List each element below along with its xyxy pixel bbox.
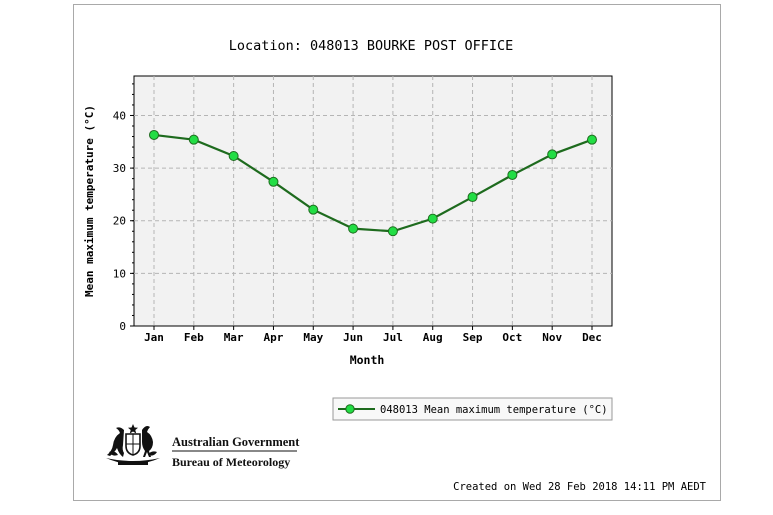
data-point (467, 192, 478, 203)
data-point (149, 129, 159, 140)
x-tick-label: Aug (423, 331, 443, 344)
data-point (268, 176, 279, 187)
x-tick-label: Apr (264, 331, 284, 344)
x-tick-label: Jun (343, 331, 363, 344)
data-point (427, 213, 438, 224)
grid-lines (134, 76, 612, 326)
x-tick-label: Mar (224, 331, 244, 344)
logo-line-2: Bureau of Meteorology (172, 455, 290, 469)
legend-label: 048013 Mean maximum temperature (°C) (380, 404, 608, 416)
data-point (188, 134, 199, 145)
data-point (587, 134, 597, 145)
y-axis-label: Mean maximum temperature (°C) (83, 105, 96, 297)
y-tick-label: 0 (119, 320, 126, 333)
x-tick-label: Feb (184, 331, 204, 344)
x-tick-label: Dec (582, 331, 602, 344)
data-point (507, 169, 518, 180)
australian-government-logo: Australian Government Bureau of Meteorol… (106, 424, 300, 469)
axes: 0 10 20 30 40 Jan Feb Mar Apr May Jun Jul Aug Sep Oct N… (113, 83, 602, 344)
logo-line-1: Australian Government (172, 435, 300, 449)
x-tick-label: Oct (502, 331, 522, 344)
data-point (308, 204, 319, 215)
data-point (387, 226, 398, 237)
coat-of-arms-icon (106, 424, 160, 465)
x-axis-label: Month (350, 353, 385, 367)
series-layer (149, 129, 597, 237)
x-tick-label: Jul (383, 331, 403, 344)
x-tick-label: Jan (144, 331, 164, 344)
chart-title: Location: 048013 BOURKE POST OFFICE (229, 38, 513, 54)
data-point (547, 149, 558, 160)
series-line (153, 133, 593, 233)
data-point (348, 223, 359, 234)
x-tick-label: Nov (542, 331, 562, 344)
y-tick-label: 30 (113, 162, 126, 175)
legend-marker-swatch (345, 404, 355, 414)
y-tick-label: 20 (113, 215, 126, 228)
legend: 048013 Mean maximum temperature (°C) (332, 397, 613, 421)
y-tick-label: 10 (113, 267, 126, 280)
data-point (228, 151, 239, 161)
x-tick-label: May (303, 331, 323, 344)
created-timestamp: Created on Wed 28 Feb 2018 14:11 PM AEDT (453, 481, 707, 493)
y-tick-label: 40 (113, 109, 126, 122)
x-tick-label: Sep (463, 331, 483, 344)
legend-box (332, 397, 613, 421)
plot-area (133, 75, 613, 327)
